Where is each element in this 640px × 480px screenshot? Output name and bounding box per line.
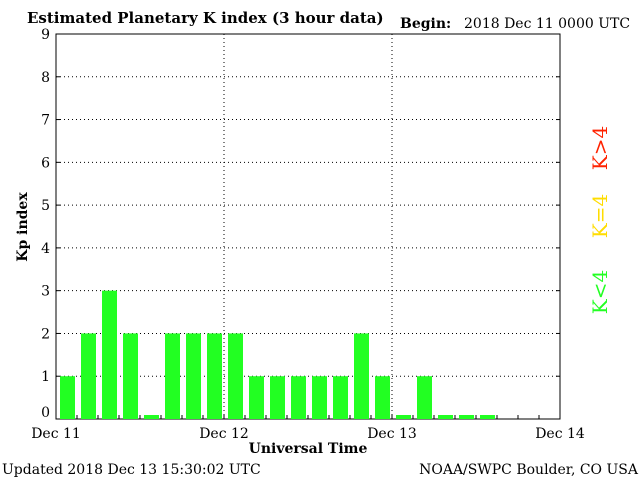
begin-value: 2018 Dec 11 0000 UTC <box>464 16 630 32</box>
y-tick-label: 8 <box>41 70 50 86</box>
kp-bar <box>102 290 117 419</box>
kp-bar <box>396 415 411 419</box>
x-axis-label: Universal Time <box>249 441 368 457</box>
kp-bar <box>186 333 201 419</box>
x-tick-label: Dec 13 <box>367 426 417 442</box>
grid-lines <box>56 34 560 419</box>
y-tick-label: 0 <box>41 405 50 421</box>
y-tick-labels: 0 1 2 3 4 5 6 7 8 9 <box>41 27 560 421</box>
x-tick-label: Dec 12 <box>199 426 249 442</box>
kp-bar <box>144 415 159 419</box>
kp-bar <box>81 333 96 419</box>
y-tick-label: 4 <box>41 241 50 257</box>
begin-label: Begin: <box>400 16 451 32</box>
legend-k-greater-4: K>4 <box>588 126 612 170</box>
kp-bar <box>228 333 243 419</box>
updated-timestamp: Updated 2018 Dec 13 15:30:02 UTC <box>2 462 261 478</box>
legend-k-equal-4: K=4 <box>588 194 612 238</box>
x-tick-label: Dec 11 <box>31 426 81 442</box>
y-tick-label: 1 <box>41 369 50 385</box>
chart-title: Estimated Planetary K index (3 hour data… <box>27 9 384 27</box>
kp-bar <box>165 333 180 419</box>
kp-bar <box>375 376 390 419</box>
kp-bar <box>480 415 495 419</box>
kp-bar <box>291 376 306 419</box>
x-tick-label: Dec 14 <box>535 426 585 442</box>
bars-group <box>60 290 495 419</box>
legend-k-less-4: K<4 <box>588 270 612 314</box>
kp-bar <box>312 376 327 419</box>
kp-bar <box>354 333 369 419</box>
kp-bar <box>123 333 138 419</box>
y-tick-label: 5 <box>41 198 50 214</box>
x-tick-labels: Dec 11 Dec 12 Dec 13 Dec 14 <box>31 415 585 442</box>
y-tick-label: 2 <box>41 326 50 342</box>
y-tick-label: 6 <box>41 155 50 171</box>
kp-bar <box>417 376 432 419</box>
kp-bar <box>207 333 222 419</box>
y-tick-label: 3 <box>41 284 50 300</box>
kp-bar <box>333 376 348 419</box>
kp-bar <box>459 415 474 419</box>
y-tick-label: 7 <box>41 113 50 129</box>
kp-bar <box>249 376 264 419</box>
kp-bar <box>60 376 75 419</box>
y-tick-label: 9 <box>41 27 50 43</box>
kp-bar <box>438 415 453 419</box>
kp-bar <box>270 376 285 419</box>
source-credit: NOAA/SWPC Boulder, CO USA <box>419 462 639 478</box>
y-axis-label: Kp index <box>15 192 31 262</box>
